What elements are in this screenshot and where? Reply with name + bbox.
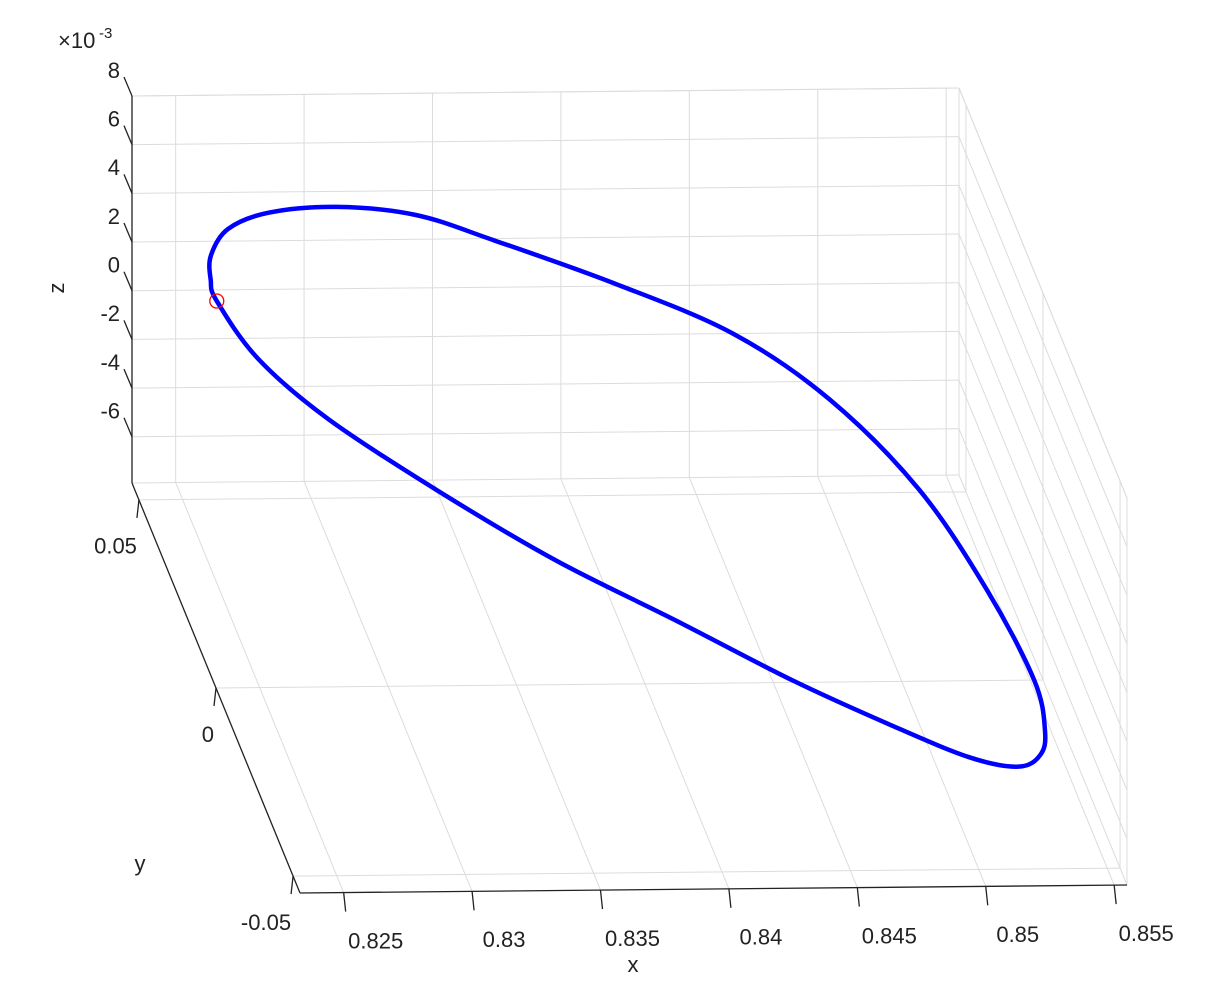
grid-line bbox=[958, 136, 1128, 547]
x-tick bbox=[1113, 885, 1117, 905]
x-tick-label: 0.85 bbox=[996, 922, 1039, 947]
x-tick bbox=[856, 887, 860, 907]
grid-line bbox=[215, 679, 1044, 689]
grid-line bbox=[131, 136, 960, 146]
grid-line bbox=[958, 379, 1128, 791]
grid-line bbox=[131, 233, 960, 243]
y-axis-label: y bbox=[135, 851, 146, 876]
x-tick-label: 0.825 bbox=[348, 928, 403, 953]
grid-line bbox=[131, 87, 960, 97]
x-tick-label: 0.83 bbox=[483, 927, 526, 952]
y-tick bbox=[136, 499, 140, 518]
z-tick bbox=[123, 271, 133, 291]
start-marker bbox=[209, 293, 225, 309]
y-tick bbox=[290, 876, 294, 895]
grid-line bbox=[958, 282, 1128, 693]
z-tick bbox=[123, 368, 133, 389]
z-tick-label: 6 bbox=[108, 106, 120, 131]
x-tick bbox=[599, 890, 604, 910]
z-tick bbox=[123, 76, 133, 97]
grid-line bbox=[131, 184, 960, 194]
z-tick bbox=[123, 320, 133, 340]
grid-line bbox=[958, 428, 1128, 839]
z-tick-label: -6 bbox=[100, 399, 120, 424]
z-tick-label: -2 bbox=[100, 301, 120, 326]
orbit-line bbox=[207, 204, 1048, 769]
x-axis-line bbox=[299, 884, 1128, 894]
grid-layer bbox=[131, 87, 1128, 893]
box-edge bbox=[131, 474, 960, 484]
grid-line bbox=[958, 233, 1128, 645]
x-tick bbox=[985, 886, 989, 906]
z-tick-label: 0 bbox=[108, 253, 120, 278]
z-multiplier-exponent: -3 bbox=[99, 25, 112, 42]
grid-line bbox=[958, 331, 1128, 742]
grid-line bbox=[131, 379, 960, 389]
z-tick bbox=[123, 222, 133, 243]
x-tick bbox=[343, 892, 347, 912]
grid-line bbox=[131, 282, 960, 292]
x-tick-label: 0.84 bbox=[739, 925, 782, 950]
grid-line bbox=[131, 330, 960, 340]
grid-line bbox=[138, 491, 966, 501]
z-tick-label: 4 bbox=[108, 155, 120, 180]
axes-layer: 0.825 0.83 0.835 0.84 0.845 0.85 0.855 -0.05 0 0.… bbox=[94, 58, 1174, 954]
z-tick bbox=[123, 417, 133, 438]
z-tick-label: 8 bbox=[108, 58, 120, 83]
marks-layer bbox=[207, 204, 1048, 769]
y-tick-label: 0 bbox=[202, 722, 214, 747]
x-tick bbox=[471, 891, 475, 911]
z-multiplier-base: ×10 bbox=[58, 28, 95, 53]
z-tick-label: 2 bbox=[108, 204, 120, 229]
x-tick-label: 0.855 bbox=[1119, 921, 1174, 946]
x-tick bbox=[728, 888, 732, 908]
y-tick-label: 0.05 bbox=[94, 534, 137, 559]
z-tick bbox=[123, 174, 133, 194]
grid-line bbox=[293, 867, 1121, 877]
y-tick bbox=[213, 687, 217, 707]
grid-line bbox=[131, 428, 960, 438]
z-axis-label: z bbox=[44, 283, 69, 294]
grid-line bbox=[958, 185, 1128, 596]
y-tick-label: -0.05 bbox=[241, 910, 291, 935]
x-tick-label: 0.845 bbox=[862, 923, 917, 948]
x-axis-label: x bbox=[628, 952, 639, 977]
x-tick-label: 0.835 bbox=[605, 926, 660, 951]
z-tick bbox=[123, 125, 133, 145]
z-tick-label: -4 bbox=[100, 350, 120, 375]
grid-line bbox=[958, 87, 1128, 499]
